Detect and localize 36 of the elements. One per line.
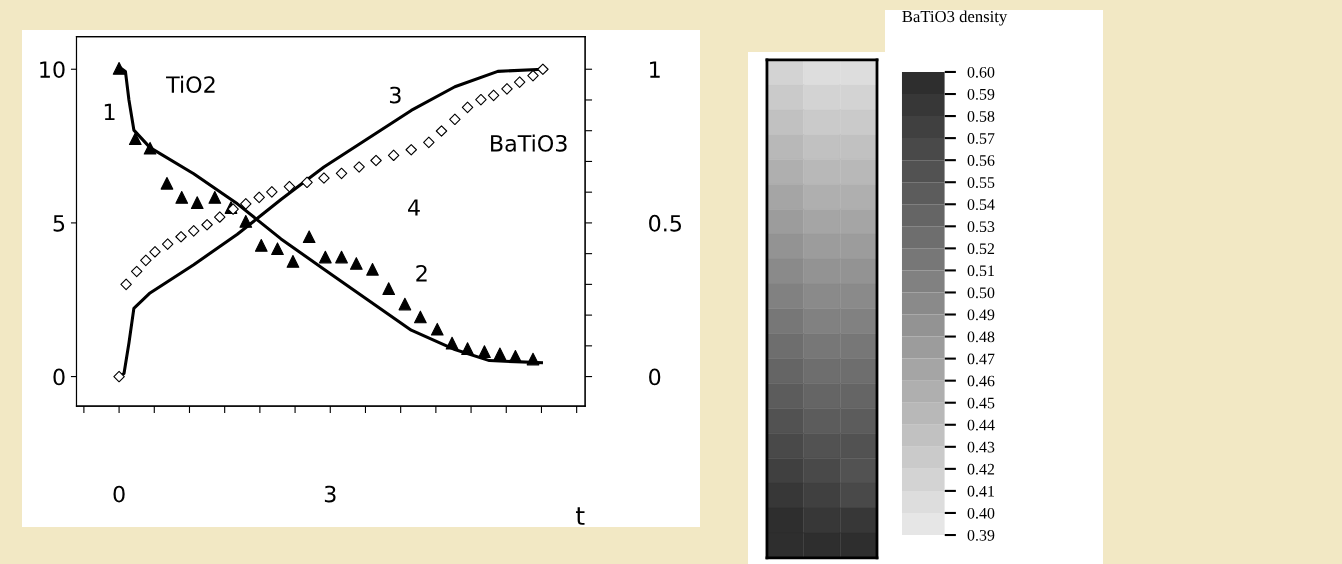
color-bar-label: 0.43 [967,441,995,453]
color-bar-label: 0.47 [967,353,995,365]
annotation: BaTiO3 [491,134,567,152]
series-label: 1 [104,103,115,120]
y2-tick-label: 1 [650,61,660,78]
x-axis-title: t [575,507,585,525]
color-bar-label: 0.46 [967,375,995,387]
color-bar-label: 0.57 [967,133,995,144]
color-bar-label: 0.45 [967,397,995,409]
y2-tick-label: 0 [649,368,661,386]
annotation: TiO2 [166,75,215,93]
color-bar-title: BaTiO3 density [902,10,1008,26]
color-bar-label: 0.59 [967,88,995,100]
color-bar-label: 0.41 [967,485,994,497]
y-tick-label: 10 [40,61,65,78]
color-bar-label: 0.52 [967,243,995,255]
color-bar-label: 0.50 [967,287,995,299]
series-label: 3 [389,86,401,104]
color-bar-label: 0.48 [967,331,995,343]
color-bar-label: 0.60 [967,66,995,78]
color-bar-label: 0.53 [967,221,995,233]
y2-tick-label: 0.5 [649,214,682,232]
series-label: 4 [408,199,420,216]
color-bar-label: 0.39 [967,529,995,541]
color-bar-label: 0.55 [967,177,995,188]
color-bar-label: 0.54 [967,199,995,211]
color-bar-label: 0.58 [967,110,995,122]
y-tick-label: 0 [53,368,65,386]
y-tick-label: 5 [53,215,65,232]
color-bar-label: 0.56 [967,155,995,166]
series-label: 2 [416,264,427,282]
color-bar-label: 0.42 [967,463,995,475]
color-bar-label: 0.40 [967,507,995,519]
color-bar-label: 0.44 [967,419,995,431]
color-bar-label: 0.51 [967,265,994,277]
color-bar-label: 0.49 [967,309,995,321]
